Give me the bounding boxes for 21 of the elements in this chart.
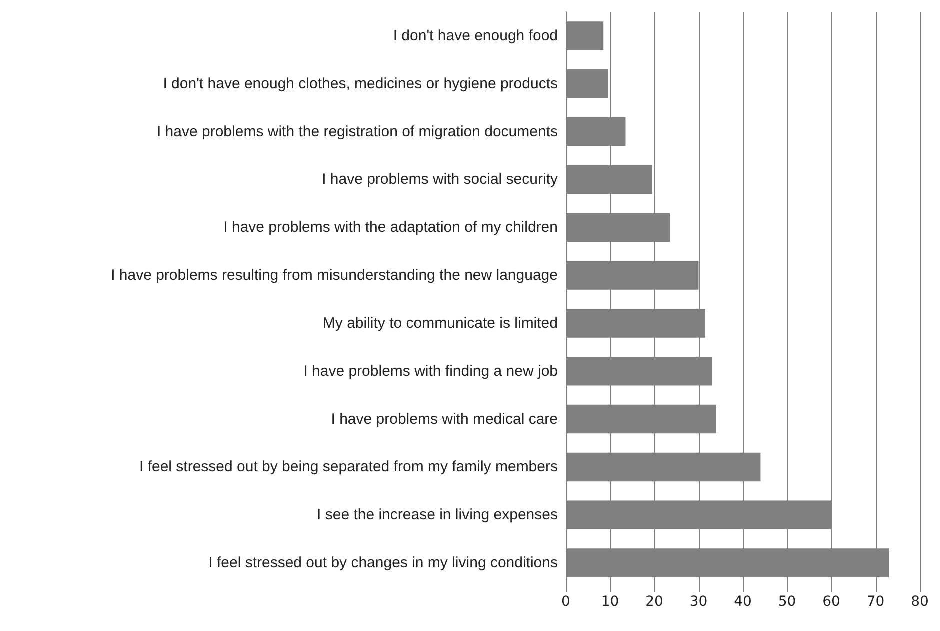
x-tick-label: 30 xyxy=(690,594,708,610)
y-tick-label: I don't have enough clothes, medicines or hygiene products xyxy=(163,75,558,92)
y-tick-label: I see the increase in living expenses xyxy=(317,506,558,524)
y-tick-label: I have problems with the adaptation of my children xyxy=(224,219,558,236)
x-tick-label: 20 xyxy=(646,594,664,610)
x-tick-label: 70 xyxy=(866,594,885,610)
y-tick-label: I have problems with medical care xyxy=(331,410,558,428)
x-tick-label: 60 xyxy=(822,594,840,610)
x-tick-label: 0 xyxy=(562,594,570,610)
y-tick-label: I have problems with the registration of migration documents xyxy=(156,123,558,140)
x-tick-label: 80 xyxy=(911,594,929,610)
y-tick-label: I have problems resulting from misunderstanding the new language xyxy=(111,267,558,284)
y-tick-label: I have problems with finding a new job xyxy=(304,362,558,380)
y-tick-label: My ability to communicate is limited xyxy=(322,314,558,332)
y-tick-label: I have problems with social security xyxy=(322,171,558,188)
x-tick-label: 50 xyxy=(778,594,796,610)
x-tick-label: 10 xyxy=(601,594,620,610)
y-tick-label: I don't have enough food xyxy=(393,27,558,44)
x-tick-label: 40 xyxy=(734,594,752,610)
y-tick-label: I feel stressed out by changes in my living conditions xyxy=(208,554,558,572)
y-tick-label: I feel stressed out by being separated from my family members xyxy=(139,458,558,476)
